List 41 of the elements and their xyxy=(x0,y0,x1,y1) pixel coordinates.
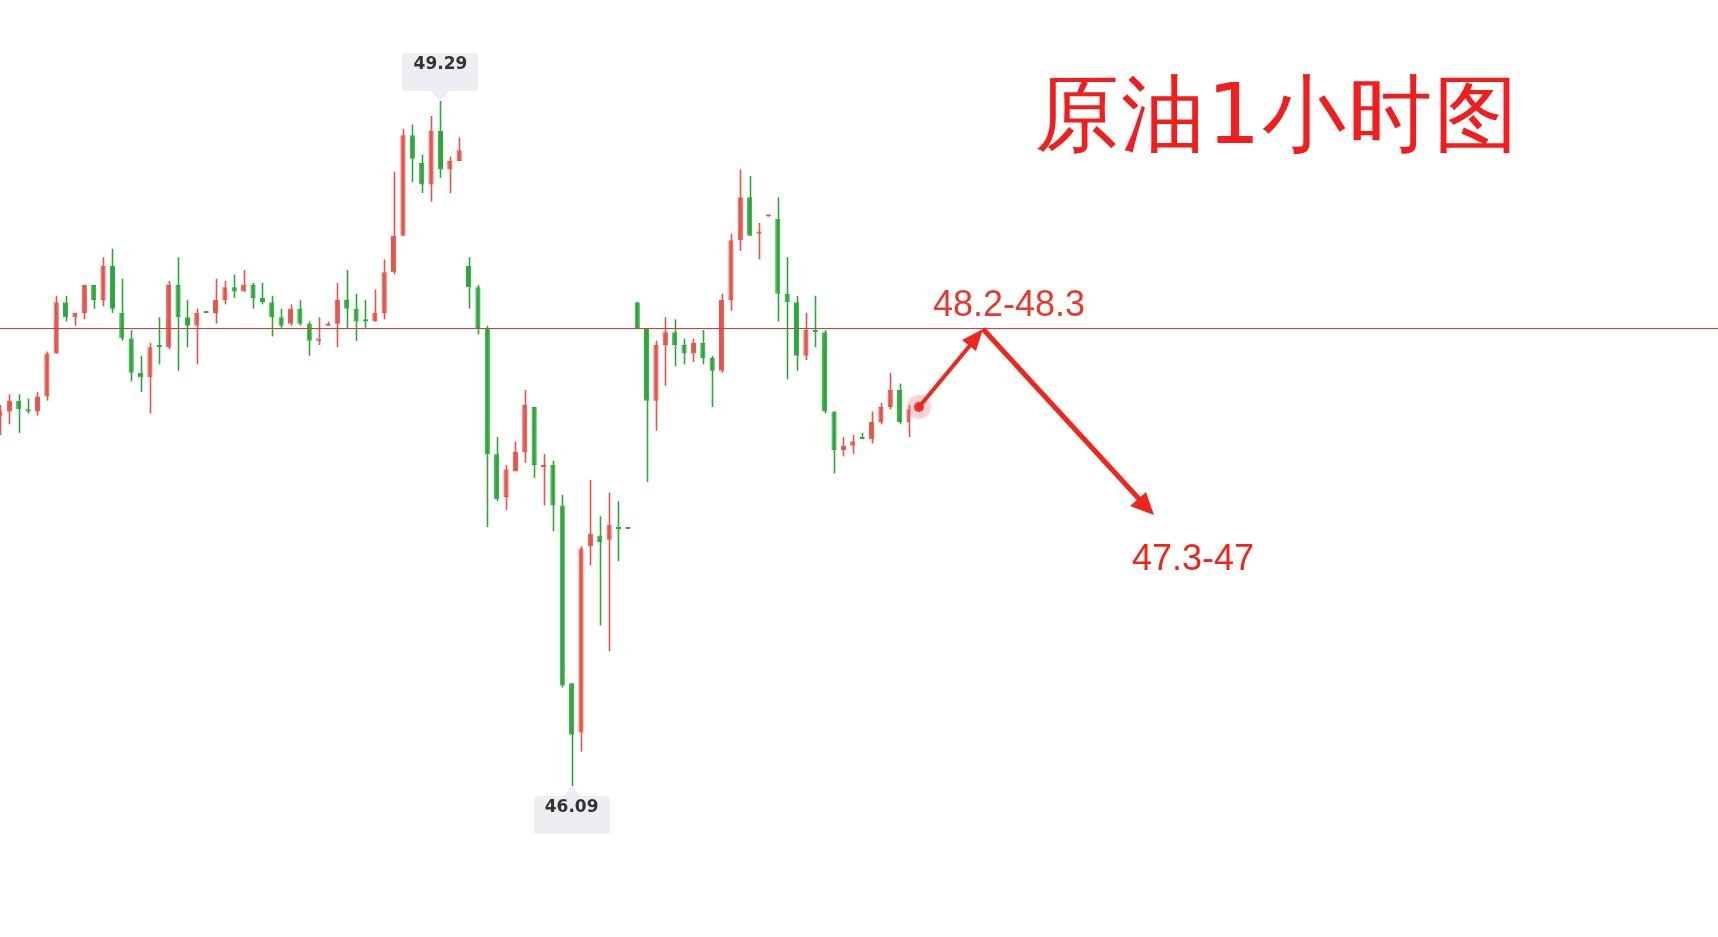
candlestick xyxy=(231,273,237,299)
candlestick xyxy=(606,491,612,652)
candlestick xyxy=(287,303,294,327)
candlestick xyxy=(212,277,219,325)
candlestick xyxy=(672,318,678,368)
candlestick xyxy=(878,402,884,426)
candlestick xyxy=(709,354,715,408)
candlestick xyxy=(222,280,228,306)
annotation: 49.29 xyxy=(402,53,479,91)
candlestick xyxy=(250,282,256,310)
candlestick xyxy=(344,269,350,329)
candlestick xyxy=(447,155,453,194)
candlestick xyxy=(194,307,200,366)
candlestick xyxy=(278,307,284,329)
candlestick xyxy=(119,277,125,342)
candlestick xyxy=(868,410,875,445)
candlestick xyxy=(850,434,856,455)
candlestick xyxy=(297,299,303,327)
candlestick xyxy=(681,337,687,366)
candlestick xyxy=(906,404,911,438)
text: 原油1小时图 xyxy=(1035,64,1521,165)
candlestick xyxy=(887,372,893,411)
candlestick xyxy=(34,391,41,417)
ref-line-label: 48.2-48.3 xyxy=(932,282,1086,324)
candlestick xyxy=(465,256,472,310)
candlestick xyxy=(63,295,69,323)
candlestick xyxy=(700,329,706,366)
candlestick xyxy=(184,299,190,348)
annotation: 46.09 xyxy=(533,796,610,834)
candlestick xyxy=(91,284,97,310)
candlestick xyxy=(269,295,275,338)
candlestick xyxy=(334,282,340,348)
candlestick xyxy=(587,479,593,567)
candlestick xyxy=(512,440,518,473)
candlestick xyxy=(456,136,462,162)
text: 47.3-47 xyxy=(1131,537,1255,579)
candlestick xyxy=(409,123,415,184)
candlestick xyxy=(419,153,425,194)
candlestick xyxy=(662,316,668,387)
candlestick xyxy=(803,312,809,361)
candlestick xyxy=(690,337,697,363)
